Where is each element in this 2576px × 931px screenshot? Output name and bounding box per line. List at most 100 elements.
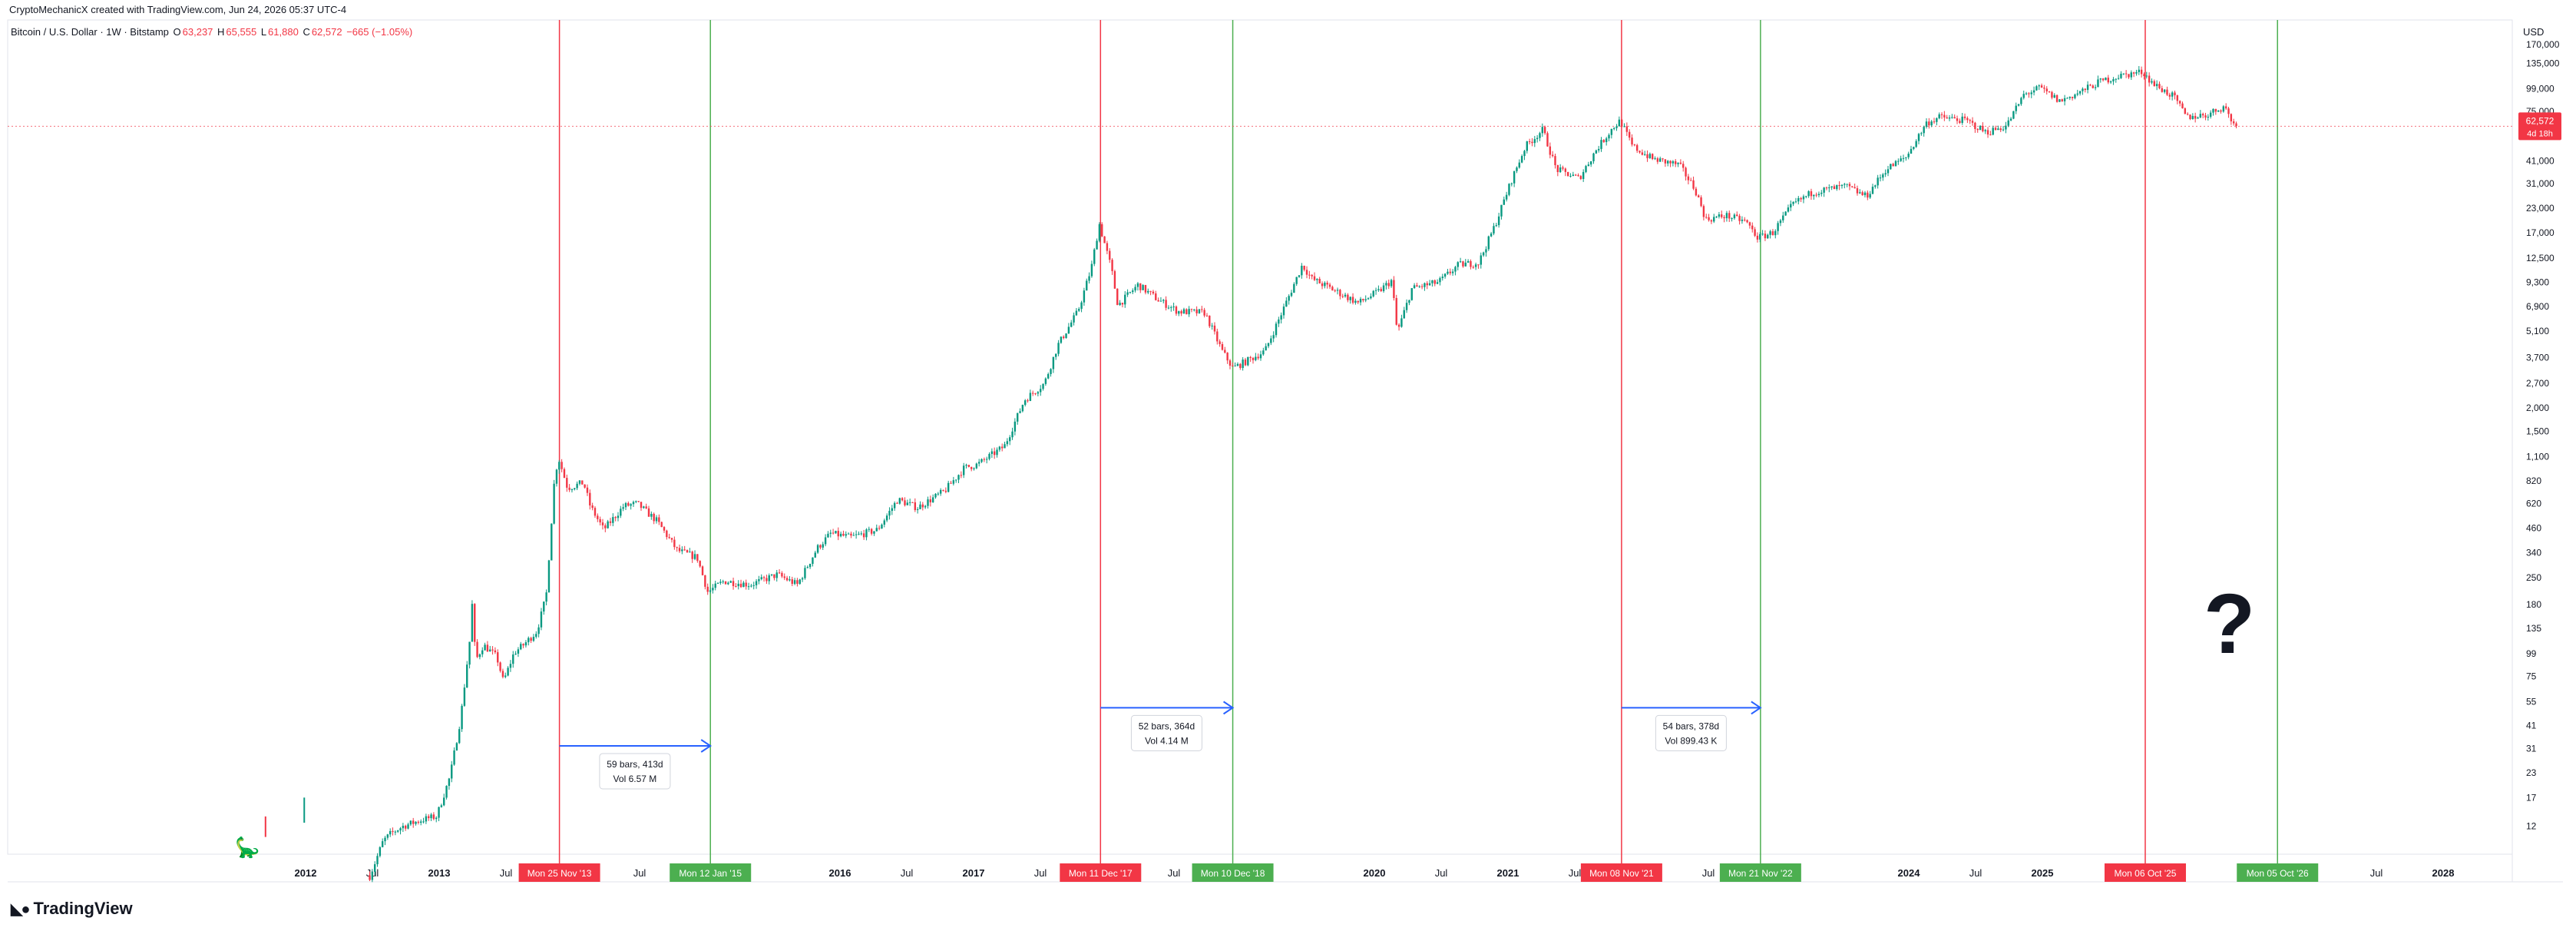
- candle-body: [578, 480, 581, 484]
- candle-body: [850, 533, 852, 536]
- candle-body: [1667, 161, 1669, 164]
- candle-body: [732, 581, 735, 587]
- candle-body: [947, 482, 950, 492]
- y-tick-label: 180: [2526, 599, 2541, 610]
- candle-body: [1679, 162, 1682, 164]
- candle-body: [1178, 311, 1180, 314]
- candle-body: [1933, 121, 1936, 123]
- candle-body: [1328, 284, 1331, 287]
- range-info-box: [1655, 714, 1727, 751]
- candle-body: [1308, 274, 1311, 276]
- candle-body: [2166, 89, 2168, 95]
- candle-body: [1641, 152, 1644, 155]
- x-tick-label: Jul: [1969, 867, 1982, 879]
- candle-body: [1963, 116, 1966, 118]
- candle-body: [1096, 240, 1098, 250]
- candle-body: [604, 525, 607, 528]
- candle-body: [373, 864, 376, 873]
- candle-body: [683, 549, 686, 551]
- candle-body: [486, 644, 489, 652]
- candle-body: [1648, 154, 1652, 158]
- candle-body: [1662, 158, 1664, 160]
- x-tick-label: Jul: [1569, 867, 1582, 879]
- candle-body: [845, 534, 847, 536]
- y-tick-label: 41: [2526, 721, 2537, 731]
- y-tick-label: 135: [2526, 623, 2541, 634]
- candle-body: [1961, 116, 1963, 124]
- candle-body: [1029, 393, 1032, 401]
- candle-body: [1424, 283, 1426, 287]
- candle-body: [1595, 150, 1598, 154]
- candle-body: [1900, 158, 1902, 161]
- candle-body: [1605, 138, 1608, 142]
- candle-body: [1244, 359, 1247, 366]
- candle-body: [1380, 289, 1382, 291]
- candle-body: [2030, 92, 2032, 94]
- candle-body: [1439, 278, 1441, 283]
- candle-body: [676, 547, 678, 548]
- candle-body: [1989, 134, 1992, 136]
- candle-body: [1585, 166, 1587, 172]
- candle-body: [2045, 88, 2048, 91]
- candle-body: [402, 826, 405, 829]
- candle-body: [1851, 186, 1853, 187]
- candle-body: [885, 515, 888, 521]
- candle-body: [1454, 267, 1457, 272]
- candle-body: [1669, 161, 1672, 164]
- candle-body: [775, 572, 778, 578]
- candle-body: [622, 507, 624, 509]
- candle-body: [1890, 164, 1892, 170]
- candle-body: [1956, 118, 1959, 121]
- candle-body: [1382, 285, 1385, 291]
- candle-body: [827, 533, 829, 538]
- candle-body: [1559, 167, 1562, 173]
- candle-body: [1397, 324, 1400, 327]
- candle-body: [1109, 250, 1111, 260]
- x-tick-label: Jul: [633, 867, 646, 879]
- tradingview-logo[interactable]: ◣● TradingView: [11, 899, 133, 919]
- candle-body: [1623, 126, 1625, 128]
- candle-body: [755, 581, 758, 585]
- candle-body: [1040, 389, 1042, 393]
- candle-body: [1497, 216, 1500, 226]
- y-tick-label: 12,500: [2526, 253, 2555, 263]
- candle-body: [2197, 117, 2199, 119]
- candle-body: [1305, 270, 1308, 275]
- candle-body: [553, 483, 555, 524]
- candle-body: [637, 501, 640, 502]
- range-info-box: [599, 753, 671, 790]
- candle-body: [931, 497, 934, 502]
- candle-body: [1754, 229, 1756, 236]
- candle-body: [1902, 157, 1905, 159]
- candle-body: [566, 478, 568, 488]
- candle-body: [1451, 271, 1454, 273]
- candle-body: [2066, 98, 2068, 99]
- candle-body: [1936, 118, 1938, 122]
- candle-body: [2005, 125, 2007, 130]
- candle-body: [2145, 75, 2148, 77]
- candle-body: [1943, 114, 1946, 118]
- candle-body: [975, 463, 978, 469]
- cycle-date-label: Mon 25 Nov '13: [527, 868, 592, 879]
- candle-body: [2053, 94, 2055, 98]
- candle-body: [1400, 318, 1403, 327]
- candle-body: [1748, 222, 1751, 226]
- candle-body: [551, 523, 553, 561]
- candle-body: [762, 577, 766, 578]
- y-tick-label: 17: [2526, 792, 2537, 803]
- candle-body: [2084, 88, 2086, 91]
- candle-body: [1528, 141, 1531, 142]
- candle-body: [1209, 315, 1211, 326]
- currency-label[interactable]: USD: [2523, 26, 2545, 38]
- candle-body: [1654, 158, 1656, 160]
- candle-body: [1639, 151, 1641, 153]
- y-tick-label: 41,000: [2526, 155, 2555, 166]
- candle-body: [612, 517, 614, 523]
- candle-body: [1067, 326, 1070, 334]
- candle-body: [627, 502, 630, 506]
- candle-body: [1326, 283, 1328, 285]
- candle-body: [2158, 84, 2161, 88]
- candle-body: [645, 506, 647, 509]
- candle-body: [742, 582, 745, 588]
